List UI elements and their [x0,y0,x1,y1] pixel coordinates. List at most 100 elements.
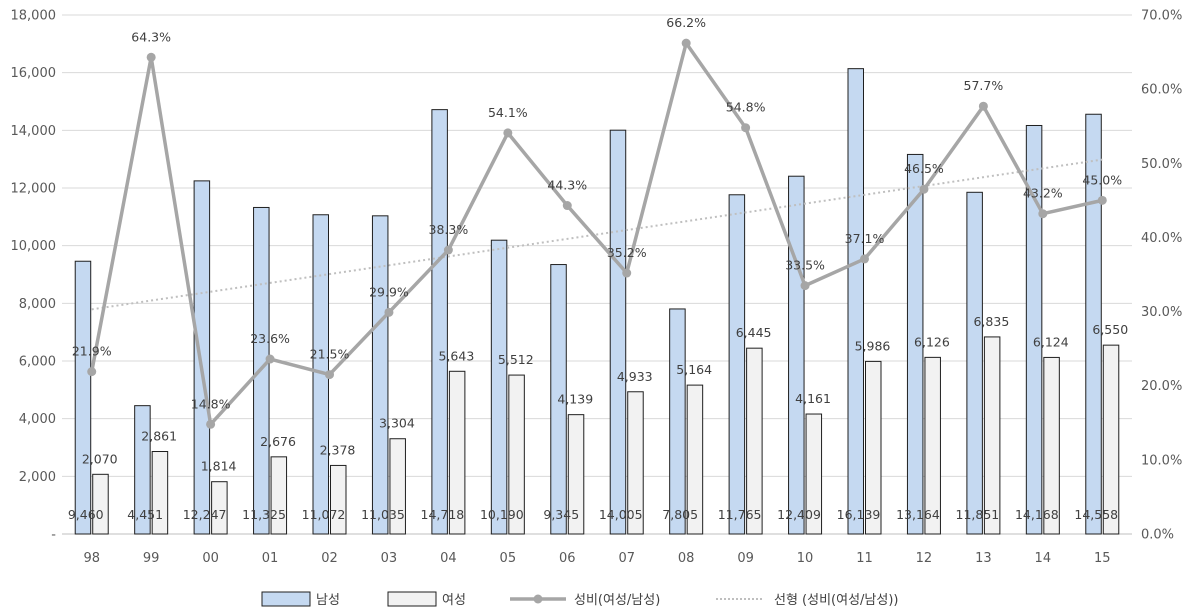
x-tick-label: 04 [440,551,457,566]
bar-male [847,68,864,535]
female-value-label: 6,445 [736,325,772,340]
male-value-label: 14,005 [599,507,643,522]
legend-swatch-female [387,591,437,607]
x-tick-label: 98 [83,551,100,566]
right-tick-label: 60.0% [1141,83,1182,98]
bars [74,68,1120,535]
bar-male [906,153,924,535]
male-value-label: 14,718 [421,507,465,522]
female-value-label: 5,643 [438,348,474,363]
x-tick-label: 09 [737,551,754,566]
ratio-point [443,245,453,255]
left-y-axis: - 2,000 4,000 6,000 8,000 10,000 12,000 14,000 1… [11,9,57,543]
ratio-point [562,201,572,211]
male-value-label: 13,164 [896,507,940,522]
female-value-label: 2,070 [82,451,118,466]
legend-marker-ratio [533,594,543,604]
ratio-point [681,38,691,48]
female-value-label: 5,512 [498,352,534,367]
ratio-point [87,367,97,377]
bar-female [508,374,525,535]
male-value-label: 12,409 [777,507,821,522]
x-tick-label: 99 [143,551,160,566]
ratio-value-label: 23.6% [250,331,290,346]
bar-male [193,180,211,535]
x-tick-label: 14 [1035,551,1052,566]
ratio-value-label: 66.2% [666,15,706,30]
bar-female [924,356,941,535]
bar-female [211,481,228,535]
ratio-value-label: 37.1% [845,231,885,246]
ratio-point [384,307,394,317]
ratio-value-label: 44.3% [547,178,587,193]
female-value-label: 6,126 [914,334,950,349]
x-tick-label: 12 [916,551,933,566]
ratio-point [503,128,513,138]
ratio-value-label: 54.8% [726,100,766,115]
female-value-label: 6,835 [973,314,1009,329]
x-tick-label: 13 [975,551,992,566]
data-labels: 9,460 2,070 21.9% 4,451 2,861 64.3% 12,247 1,81… [68,15,1128,522]
bar-female [270,456,288,535]
x-tick-label: 10 [797,551,814,566]
ratio-value-label: 33.5% [785,258,825,273]
bar-female [448,370,466,535]
bar-male [966,191,983,535]
bar-female [151,451,169,535]
bar-female [92,473,109,535]
trendline [91,158,1103,311]
ratio-value-label: 64.3% [131,29,171,44]
ratio-value-label: 35.2% [607,245,647,260]
male-value-label: 12,247 [183,507,227,522]
legend-label-female: 여성 [442,593,466,608]
male-value-label: 4,451 [127,507,163,522]
bar-male [134,405,151,535]
male-value-label: 9,345 [543,507,579,522]
female-value-label: 6,550 [1092,322,1128,337]
female-value-label: 4,139 [557,392,593,407]
bar-female [389,438,406,535]
ratio-value-label: 57.7% [964,78,1004,93]
x-axis: 98 99 00 01 02 03 04 05 06 07 08 09 10 11 12 13 14 15 [62,533,1132,566]
trendline-path [91,158,1103,311]
male-value-label: 7,805 [662,507,698,522]
left-tick-label: 8,000 [19,297,56,312]
bar-male [788,175,805,535]
ratio-value-label: 54.1% [488,105,528,120]
female-value-label: 2,861 [141,429,177,444]
ratio-value-label: 43.2% [1023,186,1063,201]
female-value-label: 3,304 [379,416,415,431]
ratio-point [325,370,334,380]
bar-female [330,464,347,535]
left-tick-label: - [51,528,56,543]
left-tick-label: 18,000 [11,9,57,24]
bar-female [686,384,704,535]
female-value-label: 5,986 [855,338,891,353]
bar-male [490,239,508,535]
male-value-label: 11,851 [956,507,1000,522]
ratio-polyline [90,41,1103,427]
right-tick-label: 0.0% [1141,528,1174,543]
legend: 남성 여성 성비(여성/남성) 선형 (성비(여성/남성)) [261,591,898,608]
x-tick-label: 05 [500,551,517,566]
right-tick-label: 50.0% [1141,157,1182,172]
ratio-point [146,52,156,62]
left-tick-label: 10,000 [11,239,57,254]
female-value-label: 1,814 [201,459,237,474]
ratio-value-label: 21.9% [72,344,112,359]
ratio-point [206,419,216,429]
left-tick-label: 12,000 [11,182,57,197]
ratio-point [741,123,751,133]
left-tick-label: 4,000 [19,412,56,427]
male-value-label: 14,168 [1015,507,1059,522]
left-tick-label: 16,000 [11,66,57,81]
ratio-value-label: 29.9% [369,284,409,299]
right-tick-label: 20.0% [1141,379,1182,394]
right-tick-label: 10.0% [1141,453,1182,468]
left-tick-label: 2,000 [19,470,56,485]
bar-male [609,129,627,535]
ratio-value-label: 21.5% [310,347,350,362]
female-value-label: 2,676 [260,434,296,449]
bar-female [1043,356,1060,535]
x-tick-label: 08 [678,551,695,566]
